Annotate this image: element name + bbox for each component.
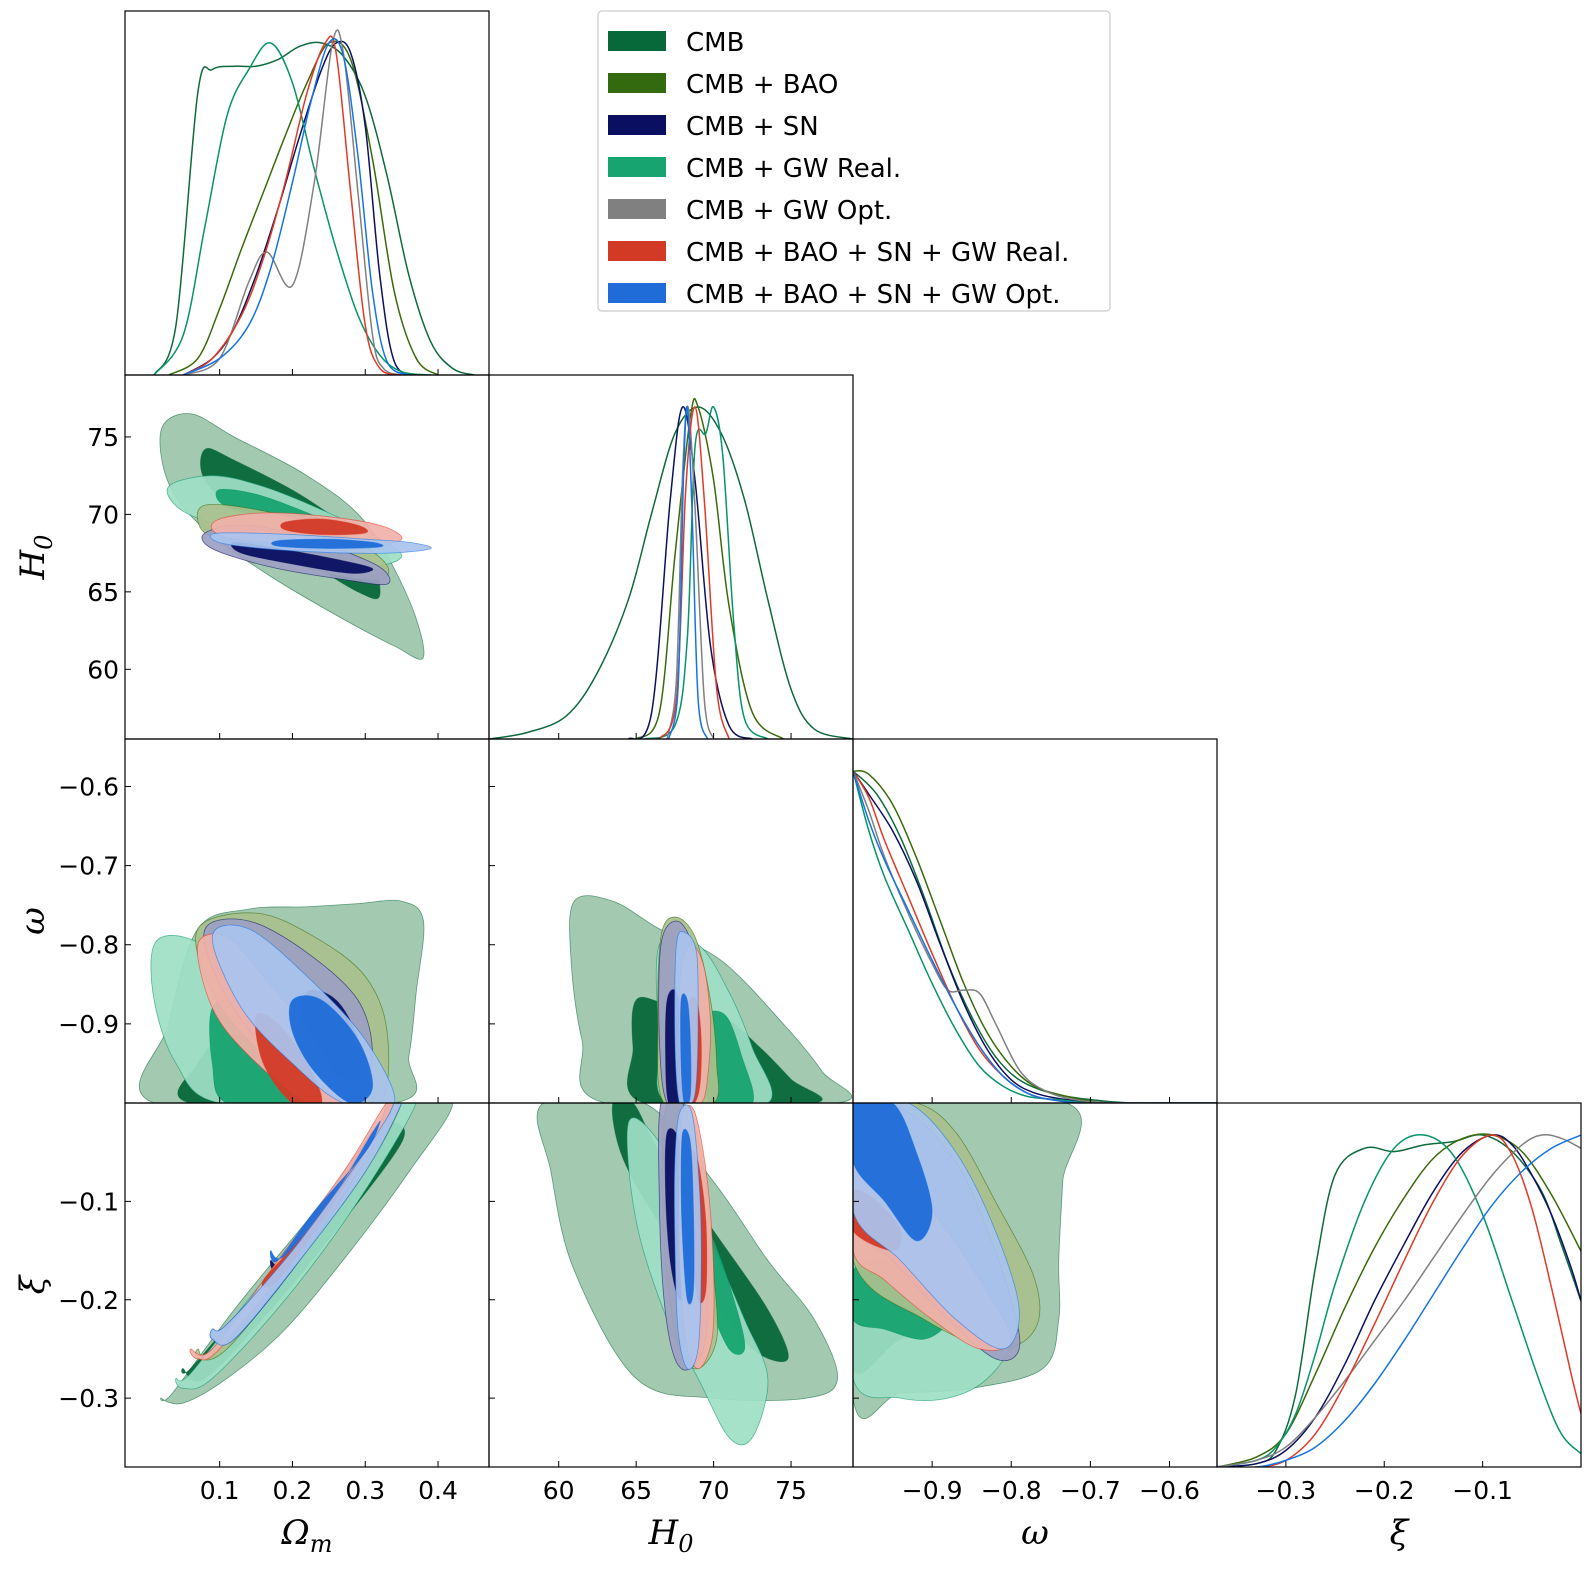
legend-label-6: CMB + BAO + SN + GW Opt. — [686, 280, 1061, 310]
y-tick-label-H0-1: 65 — [87, 578, 119, 607]
legend-label-0: CMB — [686, 28, 744, 58]
y-tick-label-xi-2: −0.1 — [58, 1187, 119, 1216]
contour-panel-Om-H0 — [159, 413, 432, 660]
x-axis-label-w: ω — [1021, 1513, 1049, 1553]
x-axis-label-xi: ξ — [1390, 1513, 1411, 1553]
marginal-panel-xi — [1217, 1133, 1581, 1467]
x-tick-label-H0-1: 65 — [620, 1476, 652, 1505]
legend-swatch-0 — [608, 31, 666, 51]
x-tick-label-H0-0: 60 — [543, 1476, 575, 1505]
legend-swatch-6 — [608, 283, 666, 303]
legend-swatch-1 — [608, 73, 666, 93]
marginal-line-w-cmb-bao-sn-gw-opt- — [853, 770, 1217, 1103]
y-tick-label-H0-2: 70 — [87, 500, 119, 529]
legend-label-3: CMB + GW Real. — [686, 154, 901, 184]
marginal-line-w-cmb-gw-opt- — [853, 770, 1217, 1103]
y-tick-label-w-3: −0.6 — [58, 772, 119, 801]
y-tick-label-w-1: −0.8 — [58, 931, 119, 960]
marginal-line-Om-cmb-gw-real- — [153, 42, 431, 375]
x-tick-label-w-0: −0.9 — [902, 1476, 963, 1505]
contour-panel-Om-w — [139, 899, 425, 1103]
y-tick-label-H0-0: 60 — [87, 655, 119, 684]
contour-panel-H0-w — [569, 895, 853, 1103]
contour-cmb-bao-sn-gw-real--68-8 — [280, 518, 369, 536]
legend-label-1: CMB + BAO — [686, 70, 838, 100]
x-tick-label-H0-3: 75 — [775, 1476, 807, 1505]
y-tick-label-xi-0: −0.3 — [58, 1384, 119, 1413]
x-tick-label-Om-1: 0.2 — [273, 1476, 313, 1505]
marginal-line-w-cmb-bao — [853, 770, 1217, 1103]
contour-cmb-bao-sn-gw-opt--68-10 — [680, 993, 692, 1103]
y-tick-label-w-0: −0.9 — [58, 1010, 119, 1039]
x-tick-label-w-2: −0.7 — [1060, 1476, 1121, 1505]
marginal-line-xi-cmb-gw-opt- — [1217, 1133, 1581, 1467]
legend-swatch-5 — [608, 241, 666, 261]
panel-frame-3-3 — [1216, 1102, 1582, 1468]
contour-cmb-bao-sn-gw-opt--68-9 — [853, 1103, 933, 1242]
x-axis-label-Om: Ωm — [281, 1513, 333, 1558]
x-tick-label-Om-2: 0.3 — [345, 1476, 385, 1505]
x-tick-label-w-1: −0.8 — [981, 1476, 1042, 1505]
contour-cmb-bao-sn-gw-opt--68-10 — [680, 1128, 695, 1305]
x-tick-label-H0-2: 70 — [698, 1476, 730, 1505]
marginal-line-Om-cmb-bao-sn-gw-opt- — [182, 38, 410, 375]
legend-swatch-2 — [608, 115, 666, 135]
y-tick-label-xi-1: −0.2 — [58, 1286, 119, 1315]
marginal-line-xi-cmb — [1217, 1133, 1581, 1467]
marginal-panel-w — [853, 770, 1217, 1103]
marginal-line-Om-cmb — [153, 41, 475, 375]
x-axis-label-H0: H0 — [648, 1513, 694, 1558]
marginal-line-H0-cmb-bao-sn-gw-opt- — [667, 405, 709, 739]
marginal-line-w-cmb — [853, 770, 1217, 1103]
panels-layer: 0.1 0.2 0.3 0.4 Ωm 60 65 70 75 H0 −0.9 −0.8 −0.7 −0.6… — [13, 10, 1582, 1558]
legend-label-4: CMB + GW Opt. — [686, 196, 892, 226]
contour-panel-Om-xi — [160, 1103, 454, 1405]
marginal-line-w-cmb-bao-sn-gw-real- — [853, 770, 1217, 1103]
marginal-line-H0-cmb — [489, 406, 853, 739]
marginal-line-xi-cmb-bao-sn-gw-opt- — [1217, 1134, 1581, 1467]
marginal-panel-H0 — [489, 397, 853, 739]
y-tick-label-H0-3: 75 — [87, 423, 119, 452]
contour-panel-H0-xi — [536, 1103, 838, 1446]
y-axis-label-xi: ξ — [13, 1273, 53, 1294]
contour-panel-w-xi — [853, 1103, 1082, 1420]
x-tick-label-xi-1: −0.2 — [1354, 1476, 1415, 1505]
marginal-line-H0-cmb-bao — [635, 397, 784, 739]
x-tick-label-w-3: −0.6 — [1139, 1476, 1200, 1505]
panel-frame-2-2 — [852, 738, 1218, 1104]
marginal-line-xi-cmb-gw-real- — [1217, 1134, 1581, 1467]
legend-label-5: CMB + BAO + SN + GW Real. — [686, 238, 1069, 268]
marginal-line-w-cmb-sn — [853, 770, 1217, 1103]
legend-swatch-3 — [608, 157, 666, 177]
legend-label-2: CMB + SN — [686, 112, 819, 142]
contour-cmb-bao-sn-gw-opt--68-10 — [271, 538, 384, 549]
y-axis-label-w: ω — [13, 907, 53, 935]
marginal-line-H0-cmb-gw-opt- — [666, 405, 715, 739]
marginal-line-w-cmb-gw-real- — [853, 770, 1217, 1103]
panel-frame-1-1 — [488, 374, 854, 740]
y-axis-label-H0: H0 — [13, 535, 58, 581]
marginal-panel-Om — [153, 29, 475, 375]
marginal-line-Om-cmb-gw-opt- — [182, 29, 402, 375]
marginal-line-xi-cmb-bao-sn-gw-real- — [1217, 1134, 1581, 1467]
x-tick-label-Om-0: 0.1 — [200, 1476, 240, 1505]
x-tick-label-Om-3: 0.4 — [418, 1476, 458, 1505]
marginal-line-Om-cmb-bao-sn-gw-real- — [182, 35, 402, 375]
contour-cmb-bao-sn-gw-opt--95-8 — [209, 1103, 403, 1346]
marginal-line-H0-cmb-sn — [627, 406, 753, 739]
panel-frame-0-0 — [124, 10, 490, 376]
legend-box — [597, 10, 1111, 312]
legend-swatch-4 — [608, 199, 666, 219]
marginal-line-xi-cmb-bao — [1217, 1133, 1581, 1467]
marginal-line-xi-cmb-sn — [1217, 1134, 1581, 1467]
contour-cmb-bao-sn-gw-opt--68-9 — [269, 1120, 381, 1263]
x-tick-label-xi-0: −0.3 — [1256, 1476, 1317, 1505]
marginal-line-H0-cmb-gw-real- — [643, 406, 769, 739]
x-tick-label-xi-2: −0.1 — [1452, 1476, 1513, 1505]
legend: CMB CMB + BAO CMB + SN CMB + GW Real. CMB + … — [597, 10, 1111, 312]
y-tick-label-w-2: −0.7 — [58, 852, 119, 881]
